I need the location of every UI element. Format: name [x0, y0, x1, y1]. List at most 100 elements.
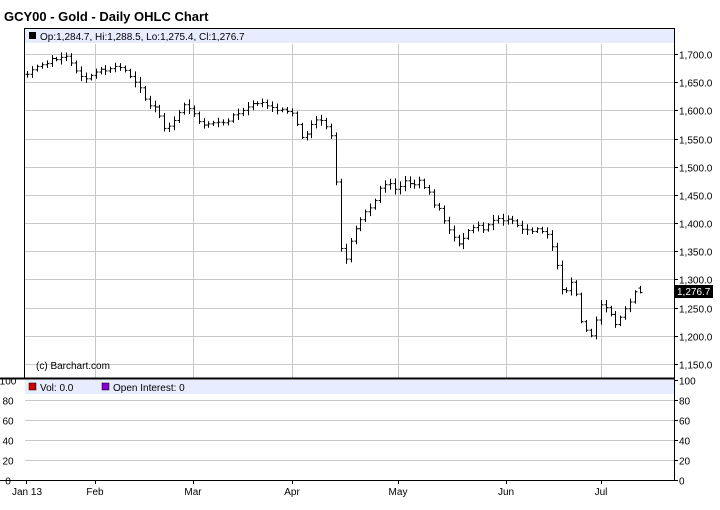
- ohlc-bar: [123, 65, 128, 73]
- volume-info-bar: [25, 380, 674, 394]
- ohlc-bar: [216, 117, 221, 128]
- ohlc-bar: [569, 277, 574, 296]
- ohlc-bar: [319, 114, 324, 126]
- ohlc-bar: [530, 227, 535, 234]
- ohlc-bar: [491, 214, 496, 231]
- info-marker: [29, 32, 36, 39]
- price-tick-label: 1,250.0: [679, 305, 713, 316]
- ohlc-bar: [515, 218, 520, 228]
- price-tick-label: 1,450.0: [679, 192, 713, 203]
- volume-left-tick-label: 60: [2, 417, 14, 428]
- ohlc-bars: [25, 52, 643, 340]
- ohlc-bar: [59, 52, 64, 65]
- volume-axis: 0 0 20 20 40 40 60 60 80 80 100 100: [0, 377, 696, 488]
- ohlc-bar: [427, 184, 432, 195]
- ohlc-bar: [422, 178, 427, 190]
- ohlc-bar: [432, 189, 437, 208]
- price-tick-label: 1,150.0: [679, 361, 713, 372]
- month-label: Jan 13: [12, 487, 42, 498]
- ohlc-bar: [197, 111, 202, 124]
- ohlc-bar: [69, 53, 74, 67]
- ohlc-bar: [84, 72, 89, 83]
- ohlc-bar: [231, 113, 236, 123]
- ohlc-bar: [378, 185, 383, 203]
- ohlc-bar: [589, 328, 594, 338]
- ohlc-bar: [241, 108, 246, 117]
- volume-tick-label: 20: [679, 457, 691, 468]
- price-tick-label: 1,600.0: [679, 107, 713, 118]
- ohlc-bar: [520, 220, 525, 234]
- ohlc-bar: [618, 315, 623, 327]
- month-label: Apr: [284, 487, 300, 498]
- ohlc-bar: [251, 100, 256, 111]
- ohlc-bar: [628, 298, 633, 313]
- volume-tick-label: 0: [679, 477, 685, 488]
- ohlc-bar: [255, 101, 260, 106]
- ohlc-bar: [226, 118, 231, 126]
- ohlc-bar: [496, 215, 501, 224]
- ohlc-bar: [363, 209, 368, 223]
- vol-marker: [28, 382, 37, 391]
- volume-grid: [25, 400, 674, 461]
- ohlc-bar: [187, 99, 192, 115]
- ohlc-bar: [108, 66, 113, 73]
- month-label: Feb: [86, 487, 104, 498]
- ohlc-bar: [260, 98, 265, 108]
- ohlc-bar: [609, 305, 614, 317]
- volume-left-tick-label: 40: [2, 437, 14, 448]
- ohlc-bar: [623, 306, 628, 320]
- ohlc-bar: [50, 55, 55, 67]
- ohlc-bar: [466, 229, 471, 240]
- ohlc-bar: [388, 178, 393, 190]
- ohlc-bar: [113, 62, 118, 73]
- ohlc-bar: [599, 300, 604, 325]
- ohlc-bar: [564, 287, 569, 294]
- ohlc-bar: [290, 108, 295, 117]
- ohlc-bar: [157, 104, 162, 119]
- ohlc-bar: [246, 102, 251, 116]
- ohlc-bar: [574, 280, 579, 297]
- ohlc-bar: [383, 180, 388, 193]
- ohlc-bar: [192, 105, 197, 117]
- ohlc-bar: [275, 103, 280, 115]
- ohlc-bar: [476, 221, 481, 232]
- ohlc-bar: [457, 234, 462, 247]
- ohlc-bar: [442, 205, 447, 224]
- ohlc-bar: [162, 112, 167, 132]
- ohlc-bar: [604, 300, 609, 313]
- ohlc-bar: [560, 260, 565, 295]
- ohlc-bar: [408, 176, 413, 189]
- ohlc-bar: [437, 202, 442, 211]
- ohlc-bar: [535, 227, 540, 233]
- price-tick-label: 1,550.0: [679, 136, 713, 147]
- ohlc-bar: [280, 107, 285, 113]
- ohlc-bar: [79, 66, 84, 82]
- price-tick-label: 1,700.0: [679, 51, 713, 62]
- month-label: Mar: [184, 487, 202, 498]
- ohlc-bar: [206, 121, 211, 128]
- ohlc-bar: [584, 320, 589, 332]
- oi-marker: [101, 382, 110, 391]
- ohlc-bar: [40, 62, 45, 69]
- price-tick-label: 1,350.0: [679, 248, 713, 259]
- ohlc-bar: [295, 111, 300, 127]
- ohlc-bar: [30, 66, 35, 78]
- ohlc-bar: [35, 64, 40, 72]
- vol-text: Vol: 0.0: [40, 383, 74, 394]
- ohlc-bar: [167, 122, 172, 132]
- ohlc-bar: [265, 99, 270, 109]
- info-bar: [25, 29, 674, 43]
- ohlc-bar: [148, 95, 153, 110]
- volume-left-tick-label: 80: [2, 397, 14, 408]
- ohlc-bar: [221, 119, 226, 126]
- price-tick-label: 1,500.0: [679, 164, 713, 175]
- ohlc-bar: [447, 216, 452, 234]
- ohlc-bar: [143, 85, 148, 101]
- ohlc-bar: [412, 179, 417, 189]
- ohlc-bar: [89, 73, 94, 81]
- ohlc-bar: [545, 227, 550, 239]
- ohlc-bar: [334, 132, 339, 186]
- ohlc-bar: [555, 242, 560, 270]
- volume-tick-label: 40: [679, 437, 691, 448]
